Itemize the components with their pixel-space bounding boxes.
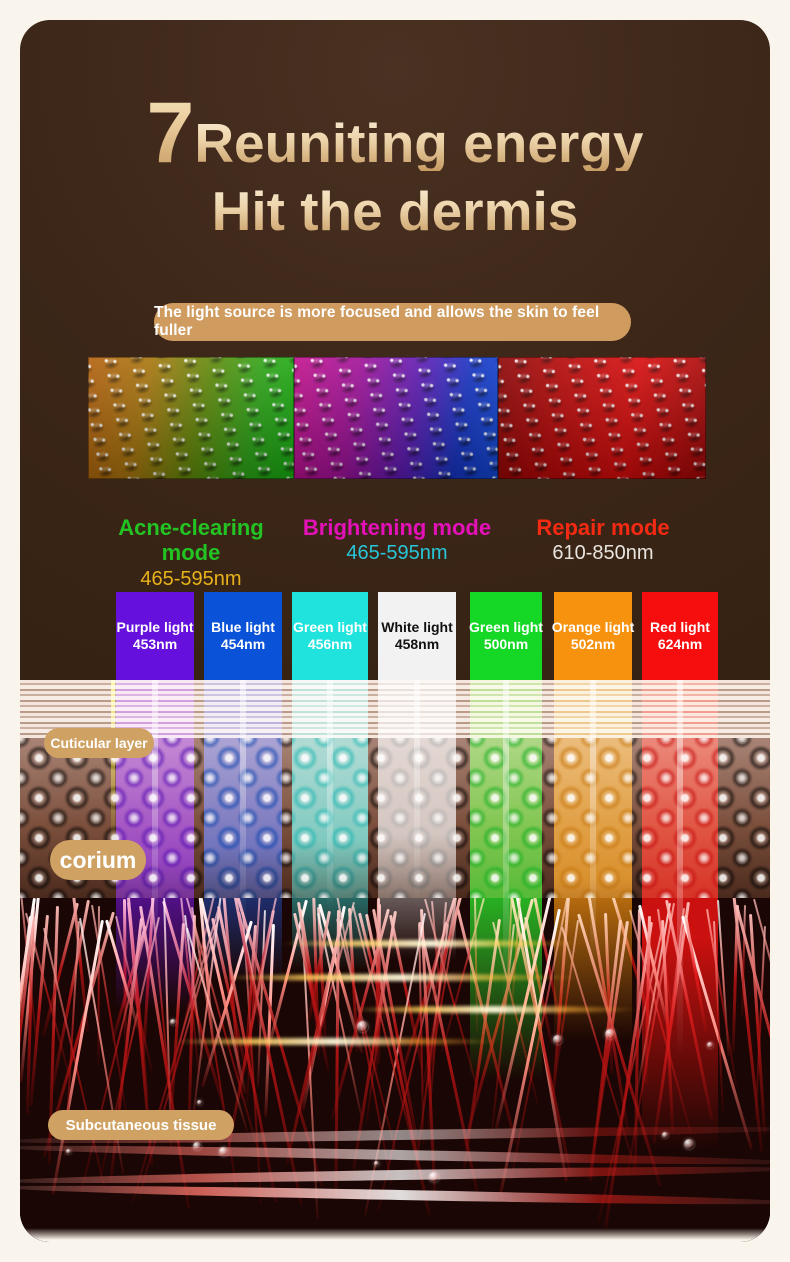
spectrum-column-2[interactable]: Blue light 454nm bbox=[204, 592, 282, 680]
spectrum-column-6[interactable]: Orange light 502nm bbox=[551, 592, 635, 680]
spectrum-column-label: Purple light bbox=[116, 619, 194, 636]
panel-edge bbox=[498, 357, 706, 479]
beam-guide-line bbox=[111, 680, 115, 850]
spectrum-column-row: Purple light 453nm Blue light 454nm Green li… bbox=[20, 20, 770, 1242]
mode-name: Repair mode bbox=[536, 515, 670, 540]
spectrum-column-wavelength: 458nm bbox=[394, 636, 440, 652]
mode-name: Brightening mode bbox=[302, 515, 492, 540]
tissue-bubble bbox=[197, 1099, 203, 1105]
light-beam-core-2 bbox=[240, 680, 246, 920]
mode-repair: Repair mode 610-850nm bbox=[500, 515, 706, 585]
tagline-banner: The light source is more focused and all… bbox=[154, 303, 631, 341]
led-photo-row bbox=[88, 357, 706, 479]
hero-number: 7 bbox=[146, 85, 194, 181]
spectrum-column-label: Orange light bbox=[551, 619, 635, 636]
light-beam-core-5 bbox=[503, 680, 509, 1000]
tissue-bubble bbox=[193, 1141, 202, 1151]
skin-layer-pill-1: Cuticular layer bbox=[44, 728, 154, 758]
panel-edge bbox=[294, 357, 498, 479]
spectrum-column-5[interactable]: Green light 500nm bbox=[469, 592, 543, 680]
panel-edge bbox=[88, 357, 294, 479]
spectrum-column-label: Red light bbox=[650, 619, 710, 636]
card-bottom-fade bbox=[20, 1228, 770, 1242]
spectrum-column-wavelength: 500nm bbox=[483, 636, 529, 652]
spectrum-column-label: Green light bbox=[469, 619, 543, 636]
light-beam-core-7 bbox=[677, 680, 683, 1056]
mode-acne-clearing: Acne-clearing mode 465-595nm bbox=[88, 515, 294, 590]
light-beam-core-3 bbox=[327, 680, 333, 912]
light-beam-core-1 bbox=[152, 680, 158, 944]
spectrum-column-label: Blue light bbox=[211, 619, 275, 636]
hero-line-one: 7 Reuniting energy bbox=[20, 90, 770, 176]
hero-heading: 7 Reuniting energy Hit the dermis bbox=[20, 90, 770, 239]
energy-glow-streak bbox=[170, 1038, 500, 1045]
tagline-text: The light source is more focused and all… bbox=[154, 304, 600, 339]
tissue-bubble bbox=[66, 1149, 71, 1154]
spectrum-column-3[interactable]: Green light 456nm bbox=[292, 592, 368, 680]
tissue-bubble bbox=[429, 1171, 439, 1182]
repair-led-photo bbox=[498, 357, 706, 479]
spectrum-column-label: Green light bbox=[293, 619, 367, 636]
spectrum-column-4[interactable]: White light 458nm bbox=[378, 592, 456, 680]
spectrum-column-wavelength: 453nm bbox=[132, 636, 178, 652]
spectrum-column-7[interactable]: Red light 624nm bbox=[642, 592, 718, 680]
led-sheen bbox=[498, 357, 706, 479]
light-beam-core-6 bbox=[590, 680, 596, 968]
spectrum-column-wavelength: 624nm bbox=[657, 636, 703, 652]
skin-layer-pill-3: Subcutaneous tissue bbox=[48, 1110, 234, 1140]
mode-label-row: Acne-clearing mode 465-595nm Brightening… bbox=[88, 515, 706, 590]
spectrum-column-label: White light bbox=[381, 619, 453, 636]
hero-title-text: Reuniting energy bbox=[194, 112, 644, 174]
light-beam-overlay bbox=[20, 680, 770, 1242]
spectrum-column-wavelength: 456nm bbox=[307, 636, 353, 652]
spectrum-column-1[interactable]: Purple light 453nm bbox=[116, 592, 194, 680]
hero-subtitle-text: Hit the dermis bbox=[20, 184, 770, 239]
mode-wavelength: 465-595nm bbox=[346, 542, 448, 565]
tissue-bubble bbox=[219, 1146, 229, 1156]
mode-wavelength: 465-595nm bbox=[140, 567, 242, 590]
tissue-bubble bbox=[373, 1161, 379, 1166]
tissue-bubble bbox=[169, 1019, 177, 1026]
brightening-led-photo bbox=[294, 357, 498, 479]
mode-brightening: Brightening mode 465-595nm bbox=[294, 515, 500, 585]
light-beam-core-4 bbox=[414, 680, 420, 904]
product-card: 7 Reuniting energy Hit the dermis The li… bbox=[20, 20, 770, 1242]
acne-clearing-led-photo bbox=[88, 357, 294, 479]
led-sheen bbox=[294, 357, 498, 479]
spectrum-column-wavelength: 502nm bbox=[570, 636, 616, 652]
mode-name: Acne-clearing mode bbox=[118, 515, 264, 566]
energy-glow-streak bbox=[220, 974, 580, 981]
mode-wavelength: 610-850nm bbox=[552, 542, 654, 565]
led-sheen bbox=[88, 357, 294, 479]
tissue-bubble bbox=[357, 1021, 369, 1033]
spectrum-column-wavelength: 454nm bbox=[220, 636, 266, 652]
skin-layer-pill-2: corium bbox=[50, 840, 146, 880]
